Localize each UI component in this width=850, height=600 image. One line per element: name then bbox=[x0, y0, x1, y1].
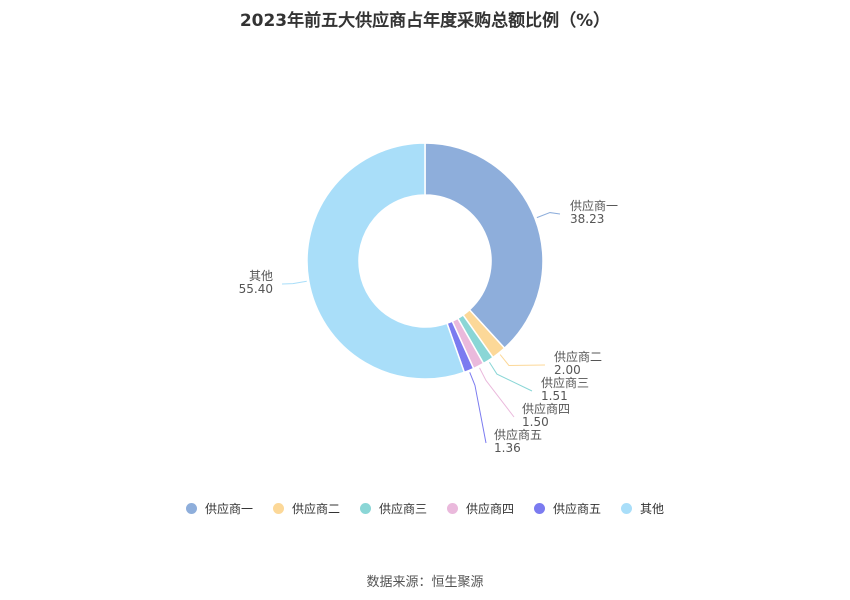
legend-marker-1 bbox=[185, 503, 197, 514]
slice-label-value-3: 1.51 bbox=[541, 389, 568, 403]
legend-label-6: 其他 bbox=[640, 502, 665, 516]
slice-label-value-6: 55.40 bbox=[239, 282, 273, 296]
legend-marker-6 bbox=[621, 503, 633, 514]
legend-item-1[interactable]: 供应商一 bbox=[185, 500, 253, 517]
legend-item-6[interactable]: 其他 bbox=[621, 500, 664, 517]
legend: 供应商一 供应商二 供应商三 供应商四 供应商五 其他 bbox=[0, 500, 850, 517]
slice-label-value-1: 38.23 bbox=[570, 212, 604, 226]
slice-1[interactable] bbox=[424, 142, 544, 350]
slice-label-value-2: 2.00 bbox=[554, 363, 581, 377]
leader-line-2 bbox=[499, 354, 546, 366]
legend-item-3[interactable]: 供应商三 bbox=[359, 500, 427, 517]
leader-line-3 bbox=[488, 361, 533, 392]
chart-title: 2023年前五大供应商占年度采购总额比例（%） bbox=[239, 11, 611, 31]
legend-label-3: 供应商三 bbox=[378, 502, 427, 516]
legend-item-4[interactable]: 供应商四 bbox=[447, 500, 514, 517]
leader-line-5 bbox=[469, 372, 487, 444]
leader-line-6 bbox=[281, 280, 307, 285]
slice-label-name-2: 供应商二 bbox=[554, 349, 602, 364]
legend-label-1: 供应商一 bbox=[204, 502, 253, 516]
slice-6[interactable] bbox=[306, 142, 466, 380]
legend-marker-5 bbox=[534, 503, 546, 514]
legend-marker-4 bbox=[447, 503, 458, 514]
slice-label-name-4: 供应商四 bbox=[522, 401, 570, 416]
data-source: 数据来源：恒生聚源 bbox=[366, 575, 484, 590]
slice-label-name-5: 供应商五 bbox=[494, 427, 542, 442]
leader-line-4 bbox=[479, 367, 515, 418]
slice-label-value-4: 1.50 bbox=[522, 415, 549, 429]
legend-marker-3 bbox=[359, 503, 371, 514]
legend-label-2: 供应商二 bbox=[291, 502, 340, 516]
slice-label-name-3: 供应商三 bbox=[541, 375, 589, 390]
legend-marker-2 bbox=[272, 503, 284, 514]
legend-label-4: 供应商四 bbox=[466, 502, 515, 516]
legend-label-5: 供应商五 bbox=[553, 502, 602, 516]
legend-item-5[interactable]: 供应商五 bbox=[534, 500, 601, 517]
slice-label-value-5: 1.36 bbox=[494, 441, 521, 455]
slice-label-name-1: 供应商一 bbox=[570, 198, 618, 213]
legend-item-2[interactable]: 供应商二 bbox=[272, 500, 340, 517]
leader-line-1 bbox=[536, 212, 561, 219]
slice-label-name-6: 其他 bbox=[249, 269, 273, 283]
